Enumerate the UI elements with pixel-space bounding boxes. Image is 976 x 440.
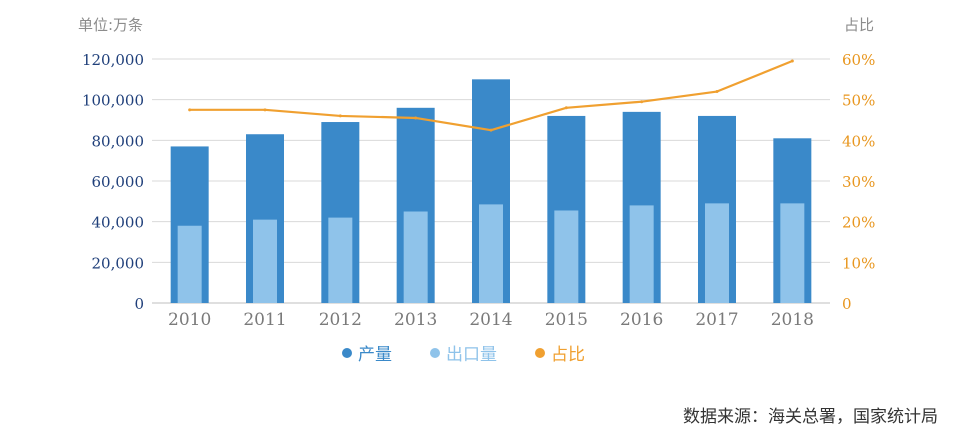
x-axis-tick-label: 2011: [243, 310, 286, 330]
legend-dot-production: [342, 347, 352, 358]
left-axis-unit-label: 单位:万条: [78, 16, 144, 34]
bar-export: [705, 203, 729, 303]
legend-label-production: 产量: [358, 345, 392, 365]
left-axis-tick-label: 120,000: [82, 51, 144, 69]
bar-export: [479, 204, 503, 303]
left-axis-tick-label: 100,000: [82, 92, 144, 110]
bar-export: [253, 219, 277, 303]
legend-dot-share: [535, 347, 545, 358]
x-axis-tick-label: 2013: [394, 310, 437, 330]
left-axis-tick-label: 40,000: [92, 214, 145, 232]
point-share: [715, 90, 719, 94]
bar-export: [629, 205, 654, 303]
right-axis-tick-label: 20%: [842, 214, 875, 232]
point-share: [263, 108, 267, 112]
x-axis-tick-label: 2018: [771, 310, 814, 330]
x-axis-tick-label: 2017: [695, 310, 738, 330]
legend-item-share: 占比: [535, 340, 585, 365]
x-axis-tick-label: 2016: [620, 310, 663, 330]
legend-label-export: 出口量: [446, 345, 497, 365]
point-share: [640, 100, 644, 104]
legend-dot-export: [430, 347, 440, 358]
right-axis-unit-label: 占比: [844, 16, 875, 34]
right-axis-tick-label: 50%: [842, 92, 875, 110]
legend-item-production: 产量: [342, 340, 392, 365]
left-axis-tick-label: 60,000: [92, 173, 145, 191]
point-share: [338, 114, 342, 118]
x-axis-tick-label: 2014: [469, 310, 512, 330]
legend: 产量 出口量 占比: [342, 340, 585, 365]
left-axis-tick-label: 20,000: [92, 254, 145, 272]
x-axis-tick-label: 2012: [319, 310, 362, 330]
right-axis-tick-label: 40%: [842, 132, 875, 150]
legend-item-export: 出口量: [430, 340, 497, 365]
left-axis-tick-label: 80,000: [92, 132, 145, 150]
point-share: [489, 128, 493, 132]
data-source-note: 数据来源：海关总署，国家统计局: [683, 407, 938, 427]
point-share: [414, 116, 418, 120]
right-axis-tick-label: 10%: [842, 254, 875, 272]
bar-export: [177, 225, 202, 303]
x-axis-tick-label: 2015: [545, 310, 588, 330]
right-axis-tick-label: 0: [842, 295, 852, 313]
legend-label-share: 占比: [551, 345, 585, 365]
x-axis-tick-label: 2010: [168, 310, 211, 330]
left-axis-tick-label: 0: [134, 295, 144, 313]
point-share: [188, 108, 192, 112]
right-axis-tick-label: 60%: [842, 51, 875, 69]
point-share: [790, 59, 794, 63]
bar-export: [554, 210, 579, 303]
bar-export: [403, 211, 428, 303]
point-share: [564, 106, 568, 110]
right-axis-tick-label: 30%: [842, 173, 875, 191]
bar-export: [780, 203, 805, 303]
bar-export: [328, 217, 353, 303]
